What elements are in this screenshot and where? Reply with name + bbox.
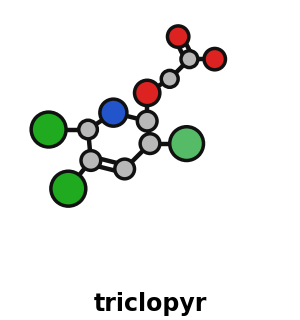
Circle shape xyxy=(134,80,160,106)
Circle shape xyxy=(167,26,189,47)
Text: triclopyr: triclopyr xyxy=(93,292,207,316)
Circle shape xyxy=(161,70,178,87)
Circle shape xyxy=(204,48,226,70)
Circle shape xyxy=(79,120,97,139)
Circle shape xyxy=(140,134,160,154)
Circle shape xyxy=(115,159,134,179)
Circle shape xyxy=(170,127,203,161)
Circle shape xyxy=(137,111,157,131)
Circle shape xyxy=(31,112,66,147)
Circle shape xyxy=(100,99,127,126)
Circle shape xyxy=(81,151,101,170)
Circle shape xyxy=(51,171,86,206)
Circle shape xyxy=(181,51,198,68)
